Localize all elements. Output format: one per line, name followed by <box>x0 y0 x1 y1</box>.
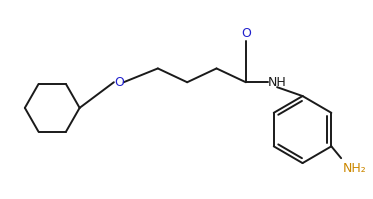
Text: O: O <box>241 27 251 40</box>
Text: O: O <box>114 76 124 89</box>
Text: NH: NH <box>268 76 286 89</box>
Text: NH₂: NH₂ <box>343 162 367 175</box>
